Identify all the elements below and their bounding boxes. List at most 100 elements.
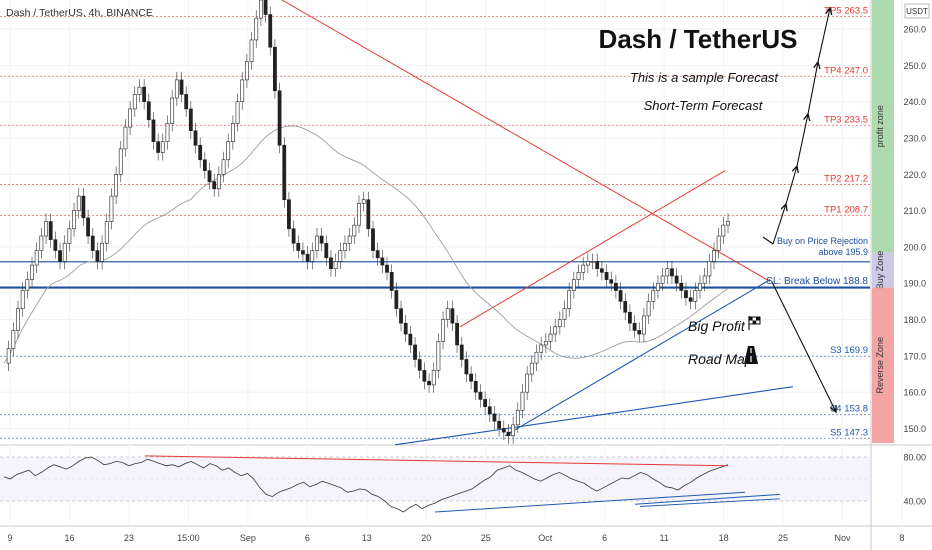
time-tick-label: 20 [421,533,431,543]
rsi-support-trendline-2 [634,493,781,505]
candle-body [506,431,511,437]
zone-bar [872,0,894,253]
candle-body [534,351,539,364]
level-label: TP1 208.7 [824,204,868,215]
candle-body [128,108,133,128]
level-label: TP4 247.0 [824,65,868,76]
rsi-tick-label: 80.00 [903,453,926,463]
candle-body [100,242,104,262]
candle-body [618,290,623,302]
price-tick-label: 190.0 [903,279,926,289]
candle-body [268,14,273,48]
candle-body [441,319,445,342]
axes: 150.0 160.0 170.0 180.0 190.0 200.0 210.0 220.0… [7,25,926,543]
candle-body [39,235,44,251]
candle-body [571,279,576,291]
candle-body [469,373,473,382]
candle-body [240,79,245,102]
big-profit-label: Big Profit [688,318,746,334]
zone-bars: profit zone Buy Zone Reverse Zone [872,0,894,443]
level-label: S4 153.8 [830,404,868,415]
forecast-arrow [771,281,836,412]
candle-body [287,199,291,230]
moving-average-line [3,125,729,364]
candle-body [670,268,674,277]
road-map-label: Road Map [688,351,753,367]
candle-body [613,282,618,291]
candle-body [674,275,679,284]
candle-body [473,380,478,393]
chart-title: Dash / TetherUS [599,24,798,54]
candle-body [361,199,366,204]
candle-body [216,173,221,190]
candle-body [34,250,39,266]
subtitle-1: This is a sample Forecast [630,70,779,85]
candle-body [352,224,357,237]
candle-body [375,250,380,259]
candle-body [688,297,693,302]
candle-body [357,203,361,226]
forecast-arrow [772,204,786,245]
forecast-arrow [762,236,774,245]
candle-body [455,322,459,346]
zone-bar [872,287,894,443]
candle-body [497,420,502,429]
candle-body [581,264,586,273]
candle-body [459,344,464,360]
time-tick-label: 15:00 [177,533,200,543]
candle-body [427,380,431,386]
candle-body [76,195,81,211]
candle-body [118,148,123,175]
time-tick-label: 6 [305,533,310,543]
buy-label-2: above 195.9 [818,247,868,257]
candle-body [333,261,338,270]
candle-body [338,250,343,262]
candle-body [109,195,114,222]
candle-body [408,333,413,346]
candle-body [492,413,497,422]
candle-body [296,242,301,251]
forecast-arrow [817,8,830,63]
price-tick-label: 240.0 [903,97,926,107]
candle-body [62,242,67,262]
candle-body [628,311,632,324]
candle-body [431,370,436,386]
time-tick-label: Oct [538,533,553,543]
flag-icon [748,316,761,330]
candle-body [310,250,315,262]
candle-body [67,228,72,244]
candle-body [712,250,716,262]
candle-body [6,348,11,364]
candle-body [277,90,282,146]
candle-body [90,235,95,251]
candle-body [590,261,595,263]
price-tick-label: 220.0 [903,170,926,180]
price-tick-label: 170.0 [903,351,926,361]
candle-body [319,235,324,244]
level-label: S3 169.9 [830,345,868,356]
candle-body [72,210,76,230]
candle-body [646,301,651,317]
candle-body [137,86,142,95]
zone-label: profit zone [875,105,885,147]
candle-body [165,123,170,142]
time-tick-label: 6 [602,533,607,543]
time-tick-label: 13 [362,533,372,543]
candle-body [684,290,688,299]
candle-body [114,173,119,197]
descending-trendline [281,0,771,282]
symbol-line: Dash / TetherUS, 4h, BINANCE [6,7,153,19]
candle-body [464,359,469,375]
candle-body [609,279,614,284]
candle-body [273,46,277,92]
candle-body [254,17,259,41]
candle-body [58,250,62,262]
candle-body [511,424,516,437]
candle-body [529,362,534,375]
candle-body [151,119,156,142]
candle-body [525,373,530,393]
candle-body [445,308,450,320]
candle-body [385,264,389,273]
time-tick-label: Nov [835,533,852,543]
